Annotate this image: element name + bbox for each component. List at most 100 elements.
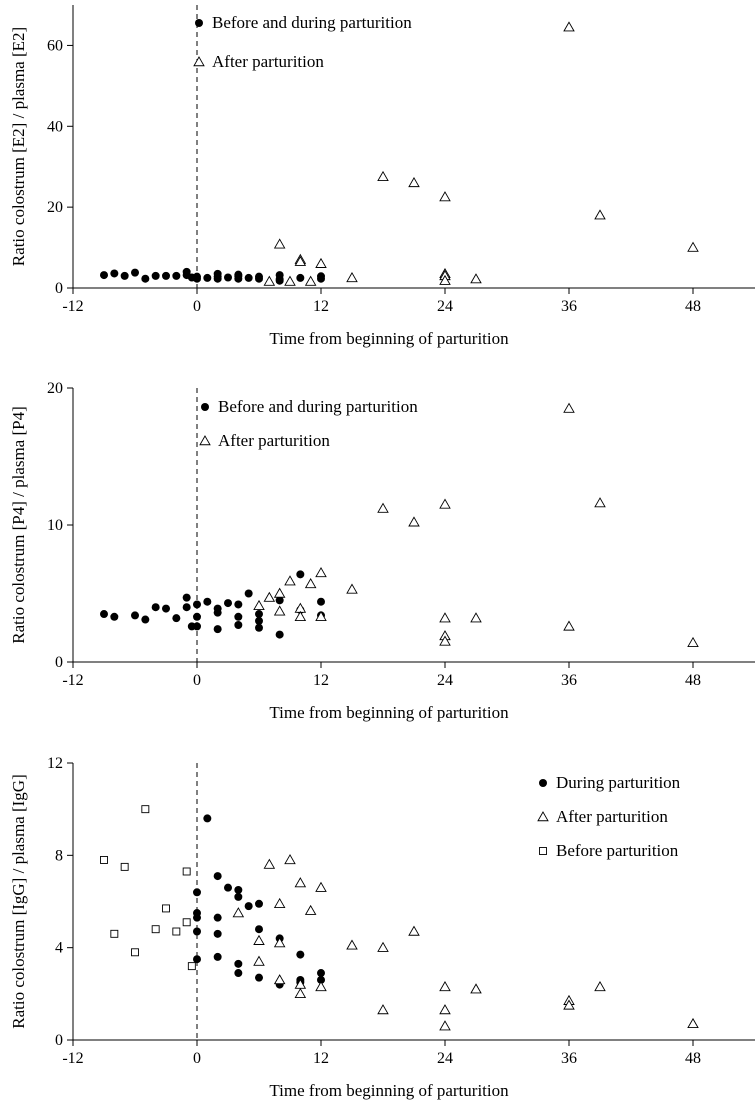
- data-point: [110, 929, 119, 938]
- x-tick-label: 48: [685, 298, 701, 315]
- data-point: [213, 625, 222, 634]
- data-point: [439, 612, 451, 623]
- data-point: [172, 927, 181, 936]
- data-point: [213, 913, 222, 922]
- x-axis-label: Time from beginning of parturition: [269, 1081, 509, 1100]
- y-tick-label: 12: [47, 755, 63, 772]
- data-point: [253, 934, 265, 945]
- data-point: [263, 858, 276, 869]
- data-point: [294, 255, 307, 266]
- data-point: [439, 635, 451, 646]
- data-point: [263, 275, 276, 286]
- data-point: [346, 271, 358, 283]
- data-point: [187, 962, 196, 971]
- data-point: [234, 600, 243, 609]
- data-point: [275, 276, 284, 285]
- data-point: [687, 1017, 699, 1029]
- data-point: [131, 948, 139, 957]
- data-point: [172, 271, 181, 280]
- y-tick-label: 0: [55, 654, 63, 671]
- data-point: [315, 981, 327, 992]
- data-point: [151, 603, 160, 612]
- data-point: [439, 981, 451, 992]
- data-point: [315, 881, 327, 892]
- data-point: [162, 604, 170, 613]
- data-point: [346, 939, 358, 950]
- data-point: [263, 591, 276, 602]
- data-point: [594, 981, 606, 992]
- data-point: [273, 897, 286, 909]
- data-point: [100, 271, 108, 280]
- data-point: [244, 902, 253, 911]
- y-tick-label: 20: [47, 380, 63, 397]
- legend-label: Before parturition: [556, 841, 679, 860]
- data-point: [224, 599, 232, 608]
- data-point: [439, 1004, 451, 1015]
- data-point: [273, 937, 286, 948]
- data-point: [563, 402, 575, 413]
- data-point: [255, 272, 263, 281]
- series-open-triangle: [263, 21, 699, 286]
- data-point: [296, 950, 305, 959]
- data-point: [193, 913, 201, 922]
- series-open-triangle: [232, 854, 699, 1031]
- y-tick-label: 60: [47, 37, 63, 54]
- series-open-square: [100, 805, 196, 971]
- data-point: [110, 612, 119, 621]
- data-point: [193, 600, 201, 609]
- y-axis-label: Ratio colostrum [P4] / plasma [P4]: [9, 406, 28, 644]
- data-point: [182, 603, 191, 612]
- series-open-triangle: [253, 402, 699, 648]
- series-filled-circle: [100, 267, 325, 285]
- data-point: [213, 872, 222, 881]
- x-axis-label: Time from beginning of parturition: [269, 703, 509, 722]
- data-point: [141, 615, 150, 624]
- data-point: [294, 610, 307, 621]
- data-point: [377, 1004, 389, 1015]
- data-point: [294, 877, 307, 888]
- data-point: [234, 969, 243, 978]
- data-point: [110, 269, 119, 278]
- data-point: [317, 274, 325, 283]
- data-point: [162, 271, 170, 280]
- x-tick-label: 36: [561, 1050, 577, 1067]
- data-point: [234, 612, 243, 621]
- data-point: [317, 597, 325, 606]
- data-point: [255, 616, 263, 625]
- x-axis-label: Time from beginning of parturition: [269, 329, 509, 348]
- data-point: [224, 273, 232, 282]
- data-point: [273, 587, 286, 598]
- data-point: [162, 904, 170, 913]
- data-point: [193, 612, 201, 621]
- data-point: [213, 929, 222, 938]
- data-point: [273, 238, 286, 249]
- legend-marker: [539, 847, 547, 855]
- x-tick-label: 0: [193, 298, 201, 315]
- y-tick-label: 40: [47, 118, 63, 135]
- data-point: [563, 620, 575, 631]
- y-tick-label: 4: [55, 940, 63, 957]
- x-tick-label: 36: [561, 672, 577, 689]
- legend-label: During parturition: [556, 773, 681, 792]
- x-tick-label: 0: [193, 672, 201, 689]
- x-tick-label: 48: [685, 1050, 701, 1067]
- data-point: [255, 973, 263, 982]
- data-point: [182, 918, 191, 927]
- data-point: [193, 622, 201, 631]
- data-point: [273, 605, 286, 616]
- data-point: [408, 176, 420, 188]
- data-point: [275, 596, 284, 605]
- data-point: [273, 974, 286, 985]
- data-point: [377, 941, 389, 952]
- data-point: [255, 899, 263, 908]
- x-tick-label: 24: [437, 298, 453, 315]
- data-point: [687, 636, 699, 648]
- y-tick-label: 8: [55, 847, 63, 864]
- data-point: [275, 271, 284, 280]
- data-point: [182, 593, 191, 602]
- legend-label: After parturition: [212, 52, 324, 71]
- data-point: [594, 209, 606, 220]
- data-point: [377, 502, 389, 513]
